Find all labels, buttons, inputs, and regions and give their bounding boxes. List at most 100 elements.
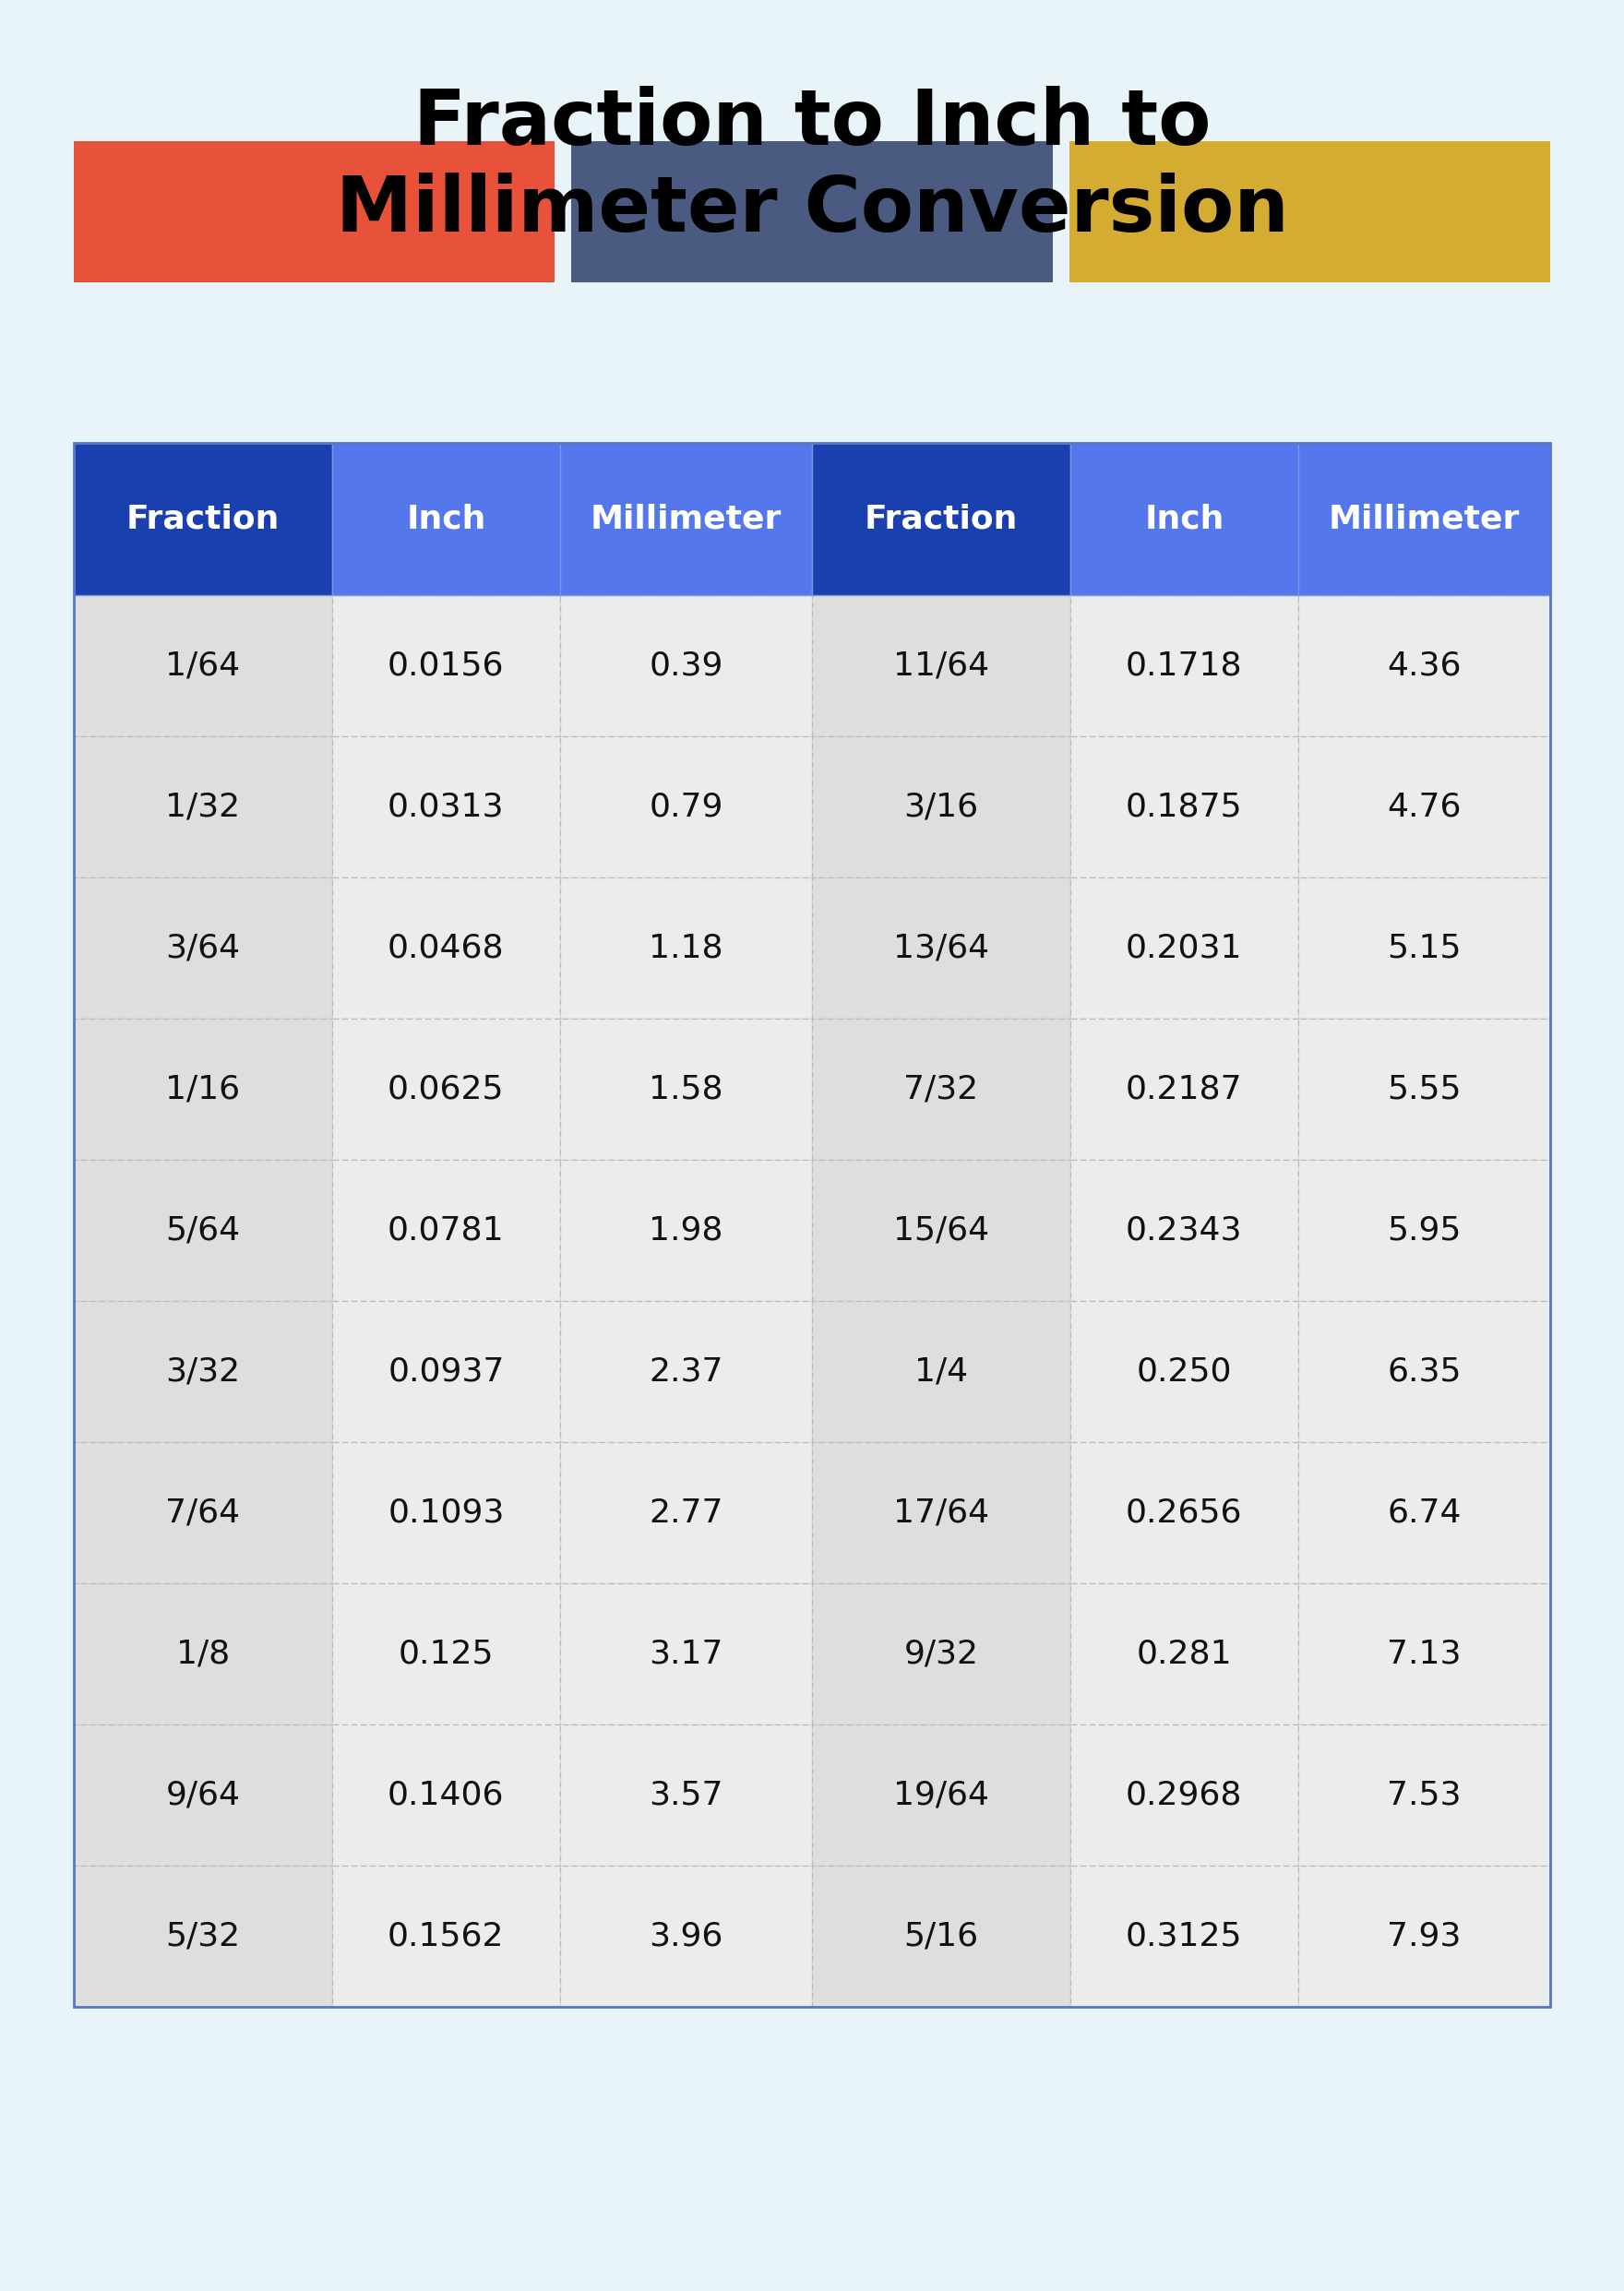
Text: 4.76: 4.76 [1387,790,1462,822]
Text: 2.77: 2.77 [648,1496,723,1528]
Text: 0.1718: 0.1718 [1125,651,1242,680]
FancyBboxPatch shape [812,442,1070,596]
FancyBboxPatch shape [1298,1583,1551,1725]
FancyBboxPatch shape [333,1301,560,1441]
Text: 2.37: 2.37 [648,1356,723,1388]
FancyBboxPatch shape [1070,1725,1298,1865]
FancyBboxPatch shape [1070,877,1298,1019]
FancyBboxPatch shape [560,1441,812,1583]
Text: 0.250: 0.250 [1137,1356,1233,1388]
FancyBboxPatch shape [560,1301,812,1441]
FancyBboxPatch shape [812,1301,1070,1441]
Text: 5/64: 5/64 [166,1214,240,1246]
Text: 0.2031: 0.2031 [1125,932,1242,965]
Text: 1/32: 1/32 [166,790,240,822]
FancyBboxPatch shape [812,1583,1070,1725]
Text: 5.15: 5.15 [1387,932,1462,965]
FancyBboxPatch shape [1070,442,1298,596]
FancyBboxPatch shape [1070,1583,1298,1725]
FancyBboxPatch shape [333,1441,560,1583]
Text: 13/64: 13/64 [893,932,989,965]
FancyBboxPatch shape [560,877,812,1019]
Text: Inch: Inch [406,504,486,534]
FancyBboxPatch shape [333,442,560,596]
Text: 5/32: 5/32 [166,1920,240,1952]
FancyBboxPatch shape [812,1159,1070,1301]
FancyBboxPatch shape [333,1725,560,1865]
FancyBboxPatch shape [560,596,812,735]
FancyBboxPatch shape [1070,735,1298,877]
FancyBboxPatch shape [73,1301,333,1441]
FancyBboxPatch shape [812,1441,1070,1583]
Text: 1/8: 1/8 [175,1638,231,1670]
Text: 6.74: 6.74 [1387,1496,1462,1528]
Text: 1/64: 1/64 [166,651,240,680]
Text: 5.95: 5.95 [1387,1214,1462,1246]
FancyBboxPatch shape [333,1865,560,2007]
FancyBboxPatch shape [560,1583,812,1725]
Text: 1/4: 1/4 [914,1356,968,1388]
Text: 0.281: 0.281 [1137,1638,1233,1670]
Text: 0.2968: 0.2968 [1125,1780,1242,1810]
Text: 6.35: 6.35 [1387,1356,1462,1388]
FancyBboxPatch shape [1298,1725,1551,1865]
FancyBboxPatch shape [73,877,333,1019]
FancyBboxPatch shape [333,735,560,877]
FancyBboxPatch shape [1298,735,1551,877]
FancyBboxPatch shape [812,877,1070,1019]
Text: 5/16: 5/16 [903,1920,979,1952]
Text: 0.1406: 0.1406 [388,1780,505,1810]
FancyBboxPatch shape [333,1159,560,1301]
FancyBboxPatch shape [812,1019,1070,1159]
Text: 0.3125: 0.3125 [1125,1920,1242,1952]
Text: 0.1875: 0.1875 [1125,790,1242,822]
FancyBboxPatch shape [1298,1441,1551,1583]
Text: 9/32: 9/32 [905,1638,979,1670]
FancyBboxPatch shape [812,1725,1070,1865]
Text: Fraction: Fraction [864,504,1018,534]
Text: 0.1093: 0.1093 [388,1496,505,1528]
Text: 7/64: 7/64 [166,1496,240,1528]
FancyBboxPatch shape [572,142,1052,282]
FancyBboxPatch shape [333,1019,560,1159]
FancyBboxPatch shape [73,1159,333,1301]
FancyBboxPatch shape [560,442,812,596]
FancyBboxPatch shape [73,1865,333,2007]
Text: 0.39: 0.39 [650,651,723,680]
Text: 3.57: 3.57 [648,1780,723,1810]
FancyBboxPatch shape [1298,442,1551,596]
Text: 7/32: 7/32 [903,1074,979,1104]
FancyBboxPatch shape [73,735,333,877]
Text: 9/64: 9/64 [166,1780,240,1810]
FancyBboxPatch shape [333,877,560,1019]
FancyBboxPatch shape [1298,1865,1551,2007]
FancyBboxPatch shape [1069,142,1551,282]
Text: 1.98: 1.98 [648,1214,723,1246]
FancyBboxPatch shape [73,1725,333,1865]
Text: 0.0156: 0.0156 [388,651,505,680]
Text: 0.79: 0.79 [650,790,723,822]
FancyBboxPatch shape [812,1865,1070,2007]
Text: Fraction to Inch to
Millimeter Conversion: Fraction to Inch to Millimeter Conversio… [336,85,1288,247]
Text: 3.17: 3.17 [648,1638,723,1670]
Text: 0.0625: 0.0625 [388,1074,505,1104]
Text: 7.53: 7.53 [1387,1780,1462,1810]
Text: 3/32: 3/32 [166,1356,240,1388]
Text: 0.125: 0.125 [398,1638,494,1670]
FancyBboxPatch shape [1070,1159,1298,1301]
FancyBboxPatch shape [560,1865,812,2007]
Text: Millimeter: Millimeter [590,504,781,534]
Text: 0.2343: 0.2343 [1125,1214,1242,1246]
Text: 1/16: 1/16 [166,1074,240,1104]
FancyBboxPatch shape [1298,1159,1551,1301]
FancyBboxPatch shape [1070,1301,1298,1441]
FancyBboxPatch shape [1298,1019,1551,1159]
Text: Fraction: Fraction [127,504,279,534]
FancyBboxPatch shape [1298,1301,1551,1441]
Text: Inch: Inch [1145,504,1224,534]
FancyBboxPatch shape [73,596,333,735]
FancyBboxPatch shape [1070,596,1298,735]
FancyBboxPatch shape [333,596,560,735]
Text: 5.55: 5.55 [1387,1074,1462,1104]
Text: 1.58: 1.58 [648,1074,723,1104]
